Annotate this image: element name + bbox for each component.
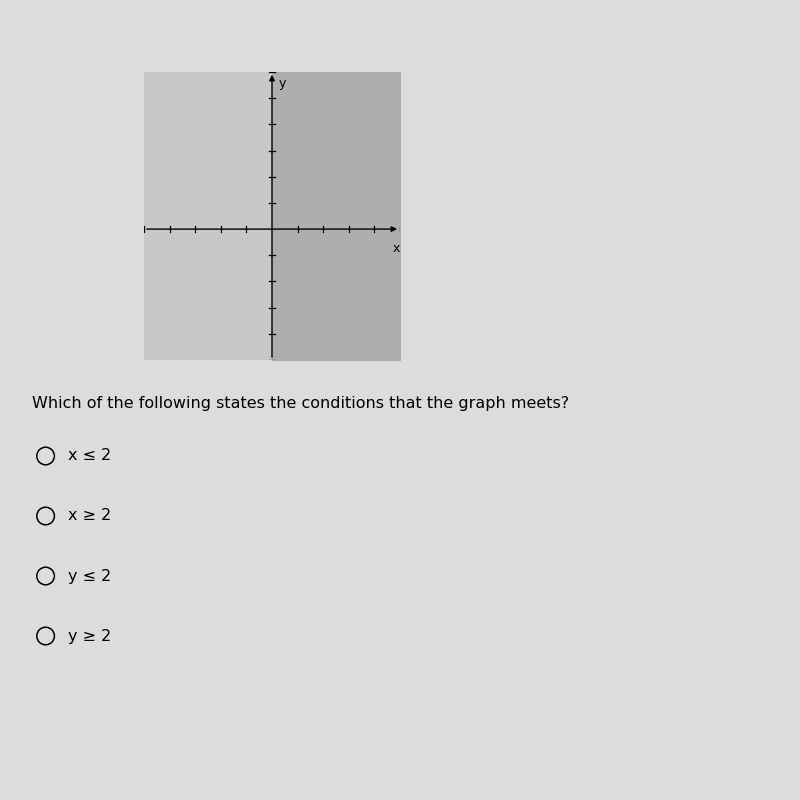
Text: x: x [393,242,400,255]
Text: Which of the following states the conditions that the graph meets?: Which of the following states the condit… [32,396,569,411]
Text: x ≥ 2: x ≥ 2 [69,509,112,523]
Text: y: y [278,78,286,90]
Text: y ≥ 2: y ≥ 2 [69,629,112,643]
Text: x ≤ 2: x ≤ 2 [69,449,112,463]
Text: y ≤ 2: y ≤ 2 [69,569,112,583]
